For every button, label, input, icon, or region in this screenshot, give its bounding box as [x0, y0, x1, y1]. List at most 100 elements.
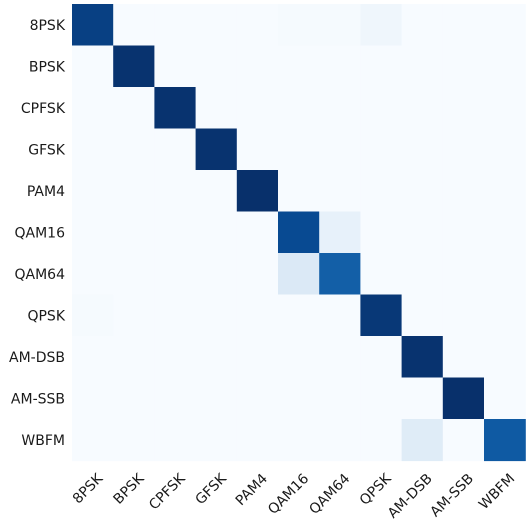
heatmap-cell-AM-SSB-QAM16	[278, 377, 320, 420]
heatmap-cell-8PSK-AM-SSB	[442, 4, 485, 47]
heatmap-cell-BPSK-AM-DSB	[401, 45, 444, 88]
heatmap-cell-AM-DSB-CPFSK	[154, 336, 197, 379]
heatmap-cell-WBFM-QAM16	[278, 419, 320, 462]
heatmap-cell-QPSK-QAM16	[278, 294, 320, 337]
x-tick-label: QAM64	[306, 471, 353, 518]
heatmap-cell-AM-SSB-AM-SSB	[442, 377, 485, 420]
heatmap-cell-BPSK-8PSK	[72, 45, 114, 88]
x-tick-label: AM-SSB	[427, 471, 477, 521]
heatmap-cell-8PSK-8PSK	[72, 4, 114, 47]
heatmap-cell-QPSK-AM-SSB	[442, 294, 485, 337]
heatmap-cell-AM-DSB-AM-SSB	[442, 336, 485, 379]
heatmap-cell-GFSK-CPFSK	[154, 128, 197, 171]
x-tick-label: GFSK	[193, 470, 231, 508]
heatmap-cell-AM-DSB-GFSK	[195, 336, 238, 379]
heatmap-cell-QPSK-BPSK	[113, 294, 155, 337]
heatmap-cell-BPSK-BPSK	[113, 45, 155, 88]
heatmap-cell-BPSK-QAM64	[319, 45, 361, 88]
heatmap-cell-BPSK-CPFSK	[154, 45, 197, 88]
x-tick-label: WBFM	[476, 471, 518, 513]
heatmap-cell-QAM16-QPSK	[360, 211, 403, 254]
heatmap-cell-GFSK-AM-DSB	[401, 128, 444, 171]
x-tick-label: CPFSK	[146, 470, 189, 513]
heatmap-cell-WBFM-WBFM	[484, 419, 526, 462]
heatmap-cell-QAM16-CPFSK	[154, 211, 197, 254]
heatmap-cell-QPSK-GFSK	[195, 294, 238, 337]
x-tick-label: 8PSK	[70, 470, 107, 507]
heatmap-cell-WBFM-8PSK	[72, 419, 114, 462]
heatmap-cell-AM-DSB-QAM64	[319, 336, 361, 379]
heatmap-cell-QPSK-PAM4	[236, 294, 279, 337]
heatmap-cell-QPSK-QPSK	[360, 294, 403, 337]
heatmap-cell-WBFM-PAM4	[236, 419, 279, 462]
heatmap-cell-BPSK-AM-SSB	[442, 45, 485, 88]
heatmap-cell-QAM64-AM-DSB	[401, 253, 444, 296]
heatmap-cell-CPFSK-AM-SSB	[442, 87, 485, 130]
y-tick-label: AM-SSB	[11, 391, 65, 407]
heatmap-cell-QAM64-BPSK	[113, 253, 155, 296]
heatmap-cell-WBFM-BPSK	[113, 419, 155, 462]
heatmap-cell-AM-DSB-QAM16	[278, 336, 320, 379]
heatmap-cell-QPSK-CPFSK	[154, 294, 197, 337]
heatmap-cell-AM-DSB-PAM4	[236, 336, 279, 379]
heatmap-cell-8PSK-CPFSK	[154, 4, 197, 47]
heatmap-cell-AM-DSB-QPSK	[360, 336, 403, 379]
y-tick-label: GFSK	[28, 142, 66, 158]
heatmap-cell-PAM4-WBFM	[484, 170, 526, 213]
heatmap-cell-QAM64-QAM64	[319, 253, 361, 296]
heatmap-cell-AM-DSB-8PSK	[72, 336, 114, 379]
y-tick-label: WBFM	[21, 433, 65, 449]
heatmap-cell-PAM4-QAM16	[278, 170, 320, 213]
heatmap-cell-CPFSK-QAM16	[278, 87, 320, 130]
y-tick-label: QPSK	[27, 308, 65, 324]
heatmap-cell-GFSK-QAM64	[319, 128, 361, 171]
x-tick-label: AM-DSB	[385, 471, 436, 522]
heatmap-cell-CPFSK-BPSK	[113, 87, 155, 130]
heatmap-cell-WBFM-CPFSK	[154, 419, 197, 462]
heatmap-cell-BPSK-GFSK	[195, 45, 238, 88]
y-tick-label: BPSK	[29, 59, 66, 75]
heatmap-cell-GFSK-WBFM	[484, 128, 526, 171]
heatmap-cell-GFSK-PAM4	[236, 128, 279, 171]
heatmap-cell-AM-SSB-PAM4	[236, 377, 279, 420]
x-tick-label: QPSK	[357, 470, 395, 508]
heatmap-cell-8PSK-WBFM	[484, 4, 526, 47]
heatmap-cell-8PSK-QAM16	[278, 4, 320, 47]
heatmap-cell-AM-SSB-QAM64	[319, 377, 361, 420]
heatmap-cell-8PSK-GFSK	[195, 4, 238, 47]
x-tick-label: QAM16	[265, 471, 312, 518]
heatmap-cell-AM-SSB-CPFSK	[154, 377, 197, 420]
heatmap-cell-CPFSK-AM-DSB	[401, 87, 444, 130]
heatmap-cell-QPSK-QAM64	[319, 294, 361, 337]
heatmap-cell-GFSK-BPSK	[113, 128, 155, 171]
heatmap-cell-QAM16-QAM64	[319, 211, 361, 254]
heatmap-cell-8PSK-QAM64	[319, 4, 361, 47]
heatmap-cell-QPSK-AM-DSB	[401, 294, 444, 337]
heatmap-cell-PAM4-PAM4	[236, 170, 279, 213]
heatmap-cell-AM-SSB-WBFM	[484, 377, 526, 420]
heatmap-cell-QAM64-CPFSK	[154, 253, 197, 296]
heatmap-cell-CPFSK-8PSK	[72, 87, 114, 130]
heatmap-cell-WBFM-AM-DSB	[401, 419, 444, 462]
y-tick-labels: 8PSK BPSK CPFSK GFSK PAM4 QAM16 QAM64 QPSK AM-DS…	[9, 18, 66, 449]
heatmap-cell-PAM4-8PSK	[72, 170, 114, 213]
heatmap-cell-AM-SSB-AM-DSB	[401, 377, 444, 420]
heatmap-cell-GFSK-QAM16	[278, 128, 320, 171]
heatmap-cell-GFSK-GFSK	[195, 128, 238, 171]
heatmap-cell-CPFSK-PAM4	[236, 87, 279, 130]
heatmap-cell-QAM64-GFSK	[195, 253, 238, 296]
heatmap-cell-8PSK-PAM4	[236, 4, 279, 47]
heatmap-cell-QAM64-8PSK	[72, 253, 114, 296]
heatmap-cell-QAM16-QAM16	[278, 211, 320, 254]
heatmap-cell-CPFSK-QPSK	[360, 87, 403, 130]
heatmap-cell-8PSK-QPSK	[360, 4, 403, 47]
heatmap-cell-AM-SSB-8PSK	[72, 377, 114, 420]
heatmap-cell-PAM4-AM-SSB	[442, 170, 485, 213]
heatmap-cell-GFSK-AM-SSB	[442, 128, 485, 171]
heatmap-cell-QAM16-WBFM	[484, 211, 526, 254]
heatmap-cell-AM-SSB-GFSK	[195, 377, 238, 420]
heatmap-cell-QAM16-AM-DSB	[401, 211, 444, 254]
y-tick-label: CPFSK	[21, 101, 66, 117]
